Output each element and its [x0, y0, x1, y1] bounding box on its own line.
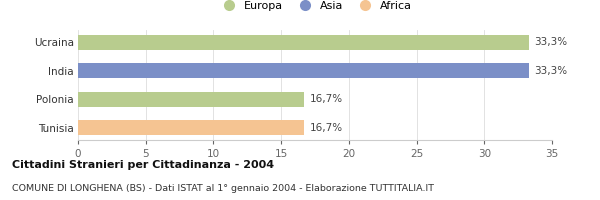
Text: 16,7%: 16,7%	[310, 123, 343, 133]
Bar	[78, 63, 529, 78]
Bar	[78, 92, 304, 107]
Text: 33,3%: 33,3%	[535, 66, 568, 76]
Legend: Europa, Asia, Africa: Europa, Asia, Africa	[214, 0, 416, 16]
Text: 16,7%: 16,7%	[310, 94, 343, 104]
Bar	[78, 120, 304, 135]
Text: COMUNE DI LONGHENA (BS) - Dati ISTAT al 1° gennaio 2004 - Elaborazione TUTTITALI: COMUNE DI LONGHENA (BS) - Dati ISTAT al …	[12, 184, 434, 193]
Text: 33,3%: 33,3%	[535, 37, 568, 47]
Text: Cittadini Stranieri per Cittadinanza - 2004: Cittadini Stranieri per Cittadinanza - 2…	[12, 160, 274, 170]
Bar	[78, 35, 529, 50]
